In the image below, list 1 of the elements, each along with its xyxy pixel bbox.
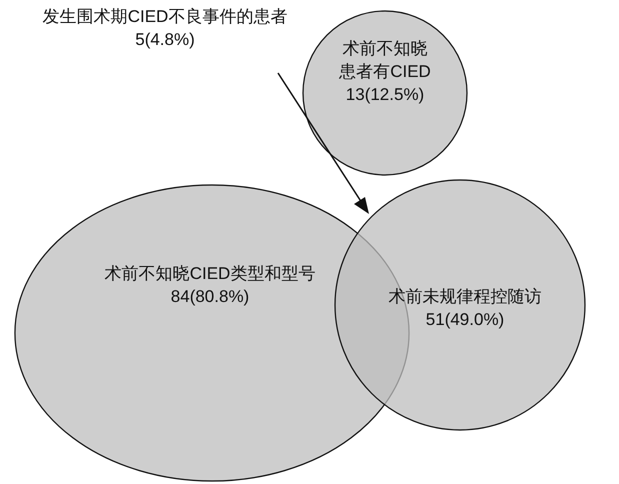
annotation: 发生围术期CIED不良事件的患者 5(4.8%) bbox=[42, 7, 288, 49]
